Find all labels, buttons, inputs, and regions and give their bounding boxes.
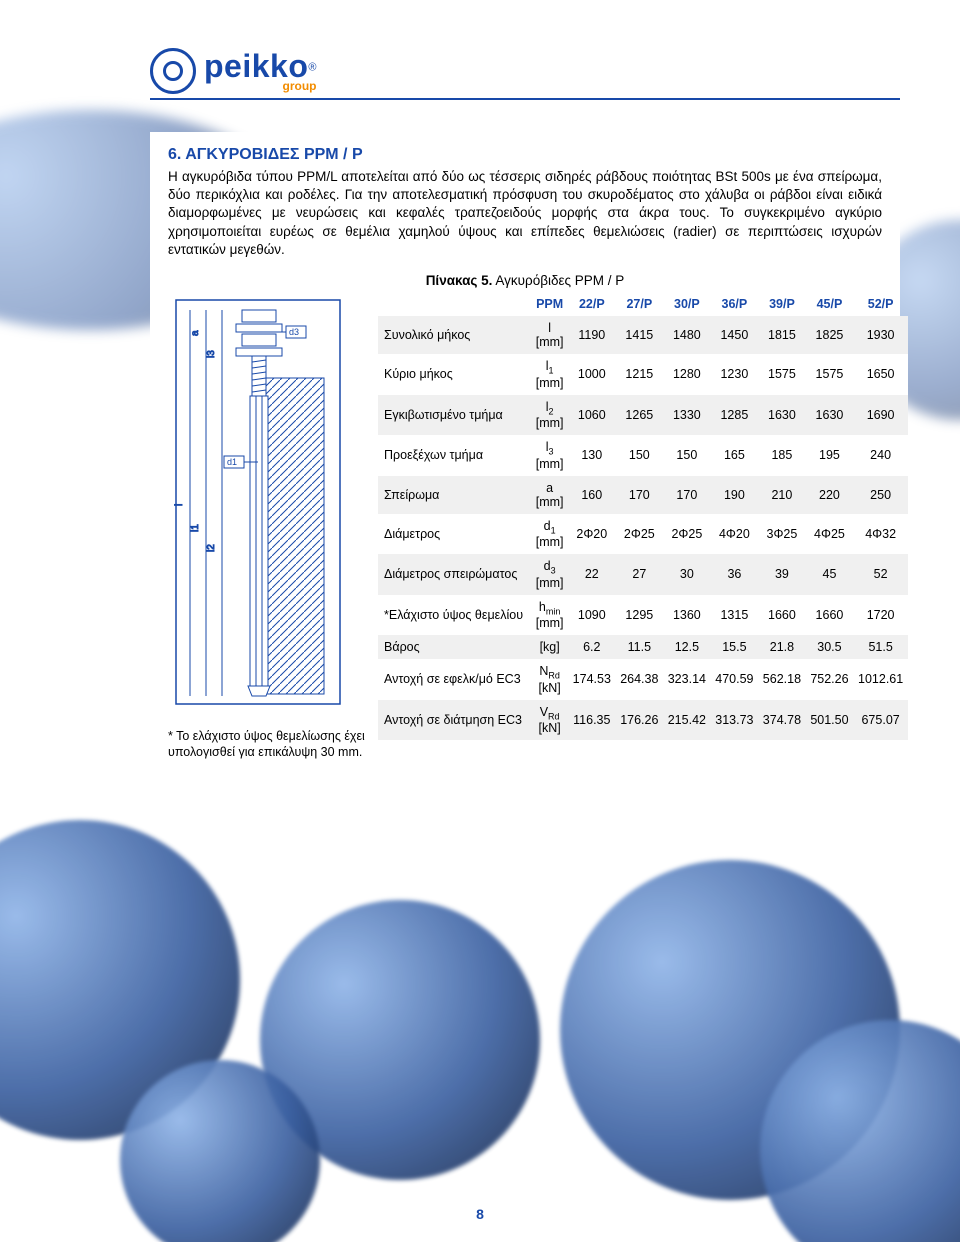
table-caption: Πίνακας 5. Αγκυρόβιδες PPM / P — [168, 273, 882, 288]
svg-text:a: a — [190, 330, 201, 336]
table-row: Συνολικό μήκοςl[mm]119014151480145018151… — [378, 316, 908, 354]
table-row: Αντοχή σε διάτμηση EC3VRd[kN]116.35176.2… — [378, 700, 908, 741]
svg-text:d1: d1 — [227, 457, 237, 467]
table-row: Κύριο μήκοςl1[mm]10001215128012301575157… — [378, 354, 908, 395]
svg-text:l1: l1 — [190, 524, 201, 532]
table-row: Σπείρωμαa[mm]160170170190210220250 — [378, 476, 908, 514]
brand-logo: peikko® group — [150, 48, 316, 94]
table-row: Διάμετροςd1[mm]2Φ202Φ252Φ254Φ203Φ254Φ254… — [378, 514, 908, 555]
table-footnote: * Το ελάχιστο ύψος θεμελίωσης έχει υπολο… — [168, 729, 368, 760]
page-header: peikko® group — [0, 0, 960, 104]
table-row: *Ελάχιστο ύψος θεμελίουhmin[mm]109012951… — [378, 595, 908, 636]
page-number: 8 — [0, 1206, 960, 1222]
svg-text:l2: l2 — [206, 544, 217, 552]
section-paragraph: Η αγκυρόβιδα τύπου PPM/L αποτελείται από… — [168, 168, 882, 259]
svg-text:d3: d3 — [289, 327, 299, 337]
logo-subtitle: group — [282, 80, 316, 92]
section-heading: 6. ΑΓΚΥΡΟΒΙΔΕΣ PPM / P — [168, 146, 882, 164]
table-row: Διάμετρος σπειρώματοςd3[mm]2227303639455… — [378, 554, 908, 595]
content-panel: 6. ΑΓΚΥΡΟΒΙΔΕΣ PPM / P Η αγκυρόβιδα τύπο… — [150, 132, 900, 793]
anchor-diagram: l l1 l2 l3 a d3 d1 — [168, 292, 348, 712]
header-rule — [150, 98, 900, 100]
table-row: Προεξέχων τμήμαl3[mm]1301501501651851952… — [378, 435, 908, 476]
svg-text:l: l — [174, 504, 185, 506]
table-row: Αντοχή σε εφελκ/μό EC3NRd[kN]174.53264.3… — [378, 659, 908, 700]
table-row: Βάρος[kg]6.211.512.515.521.830.551.5 — [378, 635, 908, 659]
table-row: Εγκιβωτισμένο τμήμαl2[mm]106012651330128… — [378, 395, 908, 436]
logo-icon — [150, 48, 196, 94]
svg-text:l3: l3 — [206, 350, 217, 358]
logo-name: peikko® — [204, 50, 316, 82]
spec-table: PPM22/P27/P30/P36/P39/P45/P52/P Συνολικό… — [378, 292, 908, 740]
